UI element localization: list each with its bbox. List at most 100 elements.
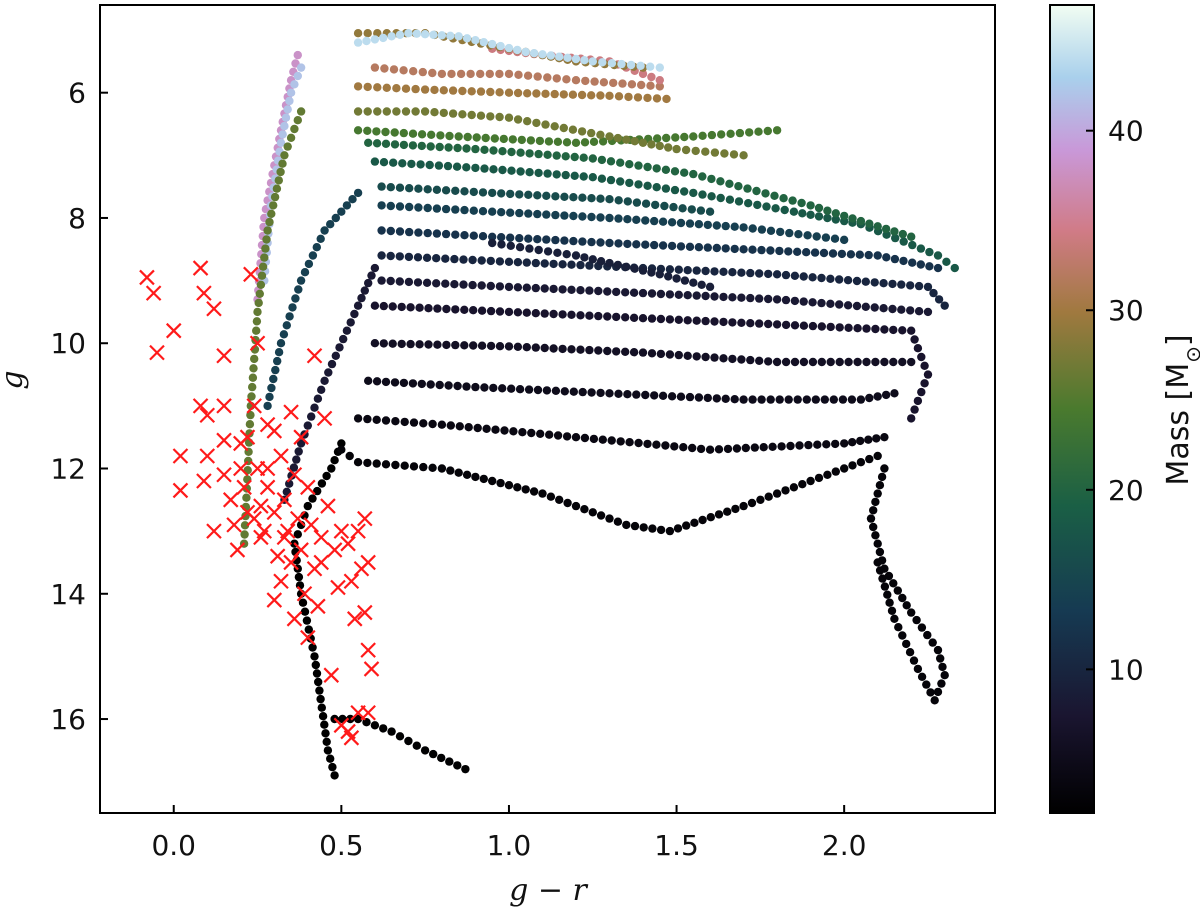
track-point: [370, 721, 380, 730]
observed-star-x: [276, 492, 293, 508]
track-point: [799, 272, 808, 281]
track-point: [540, 343, 549, 353]
track-point: [880, 464, 889, 473]
track-point: [754, 127, 763, 136]
track-point: [324, 368, 333, 377]
track-point: [605, 514, 614, 523]
x-stroke: [196, 285, 212, 301]
track-point: [884, 571, 894, 581]
track-point: [753, 200, 762, 210]
track-point: [560, 211, 569, 220]
track-point: [416, 160, 425, 169]
track-point: [585, 345, 594, 355]
track-point: [790, 296, 800, 306]
track-point: [534, 168, 543, 178]
track-point: [826, 299, 835, 308]
track-point: [544, 137, 554, 146]
track-point: [538, 489, 547, 498]
track-point: [476, 69, 485, 79]
track-point: [616, 177, 625, 186]
track-point: [683, 316, 692, 325]
track-point: [345, 451, 354, 461]
track-point: [524, 209, 533, 218]
track-point: [437, 753, 446, 763]
track-point: [772, 126, 782, 135]
track-point: [552, 170, 561, 179]
track-point: [488, 238, 497, 248]
track-point: [447, 69, 456, 79]
track-point: [436, 131, 445, 140]
observed-star-x: [259, 460, 276, 477]
track-point: [664, 272, 673, 281]
track-point: [373, 83, 382, 92]
track-point: [701, 266, 710, 276]
track-point: [746, 355, 755, 365]
track-point: [293, 50, 302, 60]
track-point: [808, 298, 817, 307]
track-point: [543, 169, 552, 178]
x-stroke: [293, 429, 309, 445]
observed-star-x: [303, 517, 319, 533]
track-point: [781, 270, 791, 280]
track-point: [759, 443, 768, 452]
track-point: [525, 244, 534, 253]
track-point: [647, 268, 656, 277]
track-point: [559, 90, 568, 99]
observed-star-x: [246, 510, 262, 527]
track-point: [515, 190, 524, 199]
track-point: [880, 432, 889, 442]
track-point: [348, 195, 357, 204]
track-point: [507, 147, 516, 157]
track-point: [692, 291, 701, 300]
track-point: [533, 72, 542, 81]
track-point: [664, 143, 673, 152]
track-point: [877, 472, 887, 482]
track-point: [561, 152, 570, 161]
track-point: [938, 662, 947, 672]
track-point: [866, 514, 876, 523]
track-point: [890, 614, 899, 623]
track-point: [549, 309, 558, 319]
track-point: [451, 230, 460, 239]
track-point: [761, 189, 770, 198]
track-point: [489, 383, 498, 393]
track-point: [589, 434, 599, 444]
track-point: [481, 133, 490, 143]
track-point: [580, 138, 590, 147]
track-point: [401, 107, 411, 116]
track-point: [822, 440, 831, 449]
track-point: [781, 357, 791, 367]
observed-star-x: [236, 479, 252, 496]
x-stroke: [313, 529, 330, 546]
track-point: [817, 273, 826, 283]
track-point: [823, 470, 832, 479]
track-point: [580, 433, 590, 443]
track-point: [377, 226, 386, 235]
track-point: [439, 86, 448, 95]
observed-star-x: [360, 554, 376, 571]
track-point: [480, 164, 489, 173]
track-point: [420, 746, 430, 755]
track-point: [652, 164, 661, 173]
track-point: [441, 204, 451, 214]
track-point: [899, 237, 908, 246]
track-point: [271, 365, 280, 375]
observed-star-x: [165, 322, 182, 339]
track-point: [413, 278, 423, 287]
track-point: [560, 236, 569, 245]
track-point: [745, 128, 754, 137]
track-point: [389, 65, 399, 74]
track-point: [379, 158, 389, 167]
x-stroke: [303, 517, 319, 533]
track-point: [293, 116, 302, 125]
track-point: [614, 92, 624, 101]
track-point: [517, 135, 526, 145]
track-point: [885, 598, 894, 607]
track-point: [533, 191, 542, 200]
track-point: [370, 301, 380, 310]
track-point: [888, 279, 897, 289]
track-point: [570, 171, 579, 180]
track-point: [454, 32, 463, 41]
track-point: [728, 293, 737, 302]
track-point: [418, 67, 427, 77]
